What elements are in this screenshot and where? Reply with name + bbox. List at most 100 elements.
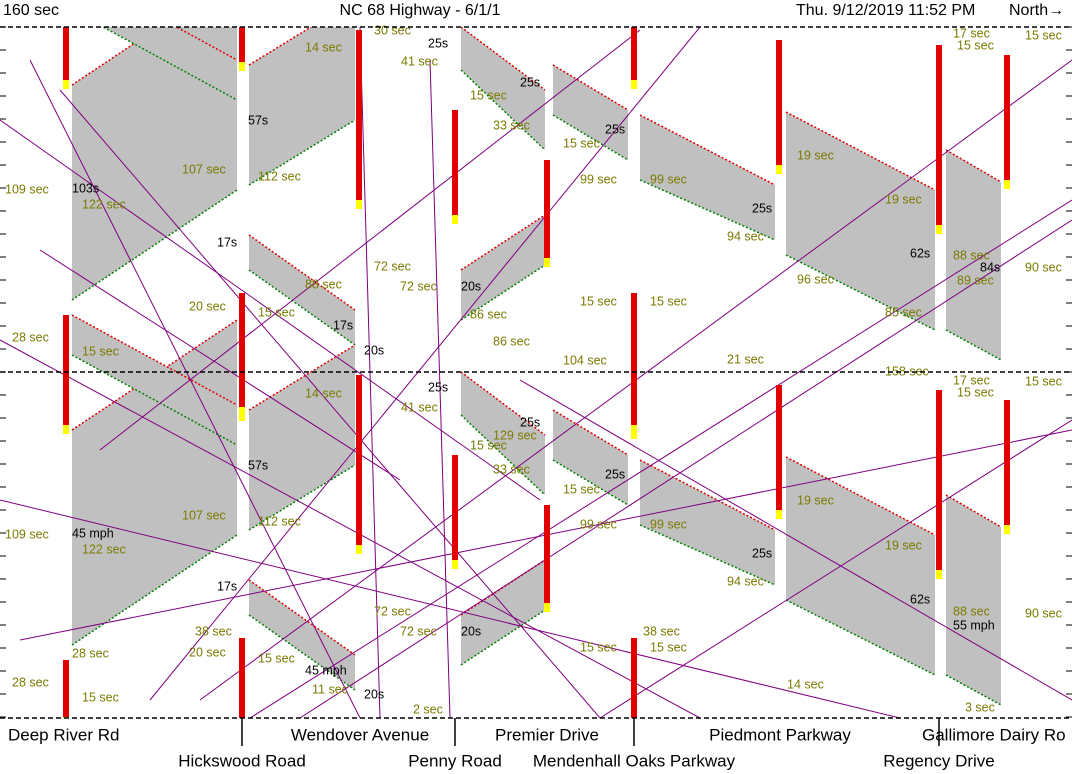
annotation: 17 sec [953,26,990,40]
band-edge [460,414,546,496]
annotation: 112 sec [258,514,301,528]
trajectories [0,27,1072,718]
band [786,457,935,675]
annotation: 72 sec [374,604,411,618]
band [72,315,237,445]
signal-red [544,160,550,258]
band-edge [71,319,238,431]
signal-red [356,375,362,545]
annotation: 86 sec [493,334,530,348]
annotation: 122 sec [82,197,126,211]
band-edge [552,409,629,456]
annotation: 20 sec [189,645,226,659]
signal-yellow [239,412,245,421]
annotation: 20s [461,279,481,293]
band-edge [71,354,238,446]
band [786,112,935,330]
signal-red [452,455,458,560]
annotation: 72 sec [400,279,437,293]
annotation: 62s [910,246,930,260]
annotation: 15 sec [650,294,687,308]
annotation: 30 sec [374,23,411,37]
band-edge [945,149,1002,183]
annotation: 11 sec [312,682,348,696]
signal-red [631,638,637,718]
annotation: 99 sec [650,172,687,186]
band-edge [248,27,313,66]
intersection-name: Hickswood Road [178,751,306,770]
annotation: 17s [333,318,353,332]
band-edge [460,264,546,321]
band-edge [71,534,238,646]
intersection-name: Piedmont Parkway [709,725,851,744]
intersection-name: Mendenhall Oaks Parkway [533,751,736,770]
annotation: 25s [605,467,625,481]
annotation: 14 sec [787,677,824,691]
band [461,560,545,665]
signal-yellow [544,258,550,267]
annotation: 25s [752,201,772,215]
intersection-name: Penny Road [408,751,502,770]
annotation: 14 sec [305,386,342,400]
signal-yellow [936,570,942,579]
band-edge [460,214,546,271]
annotation: 96 sec [797,272,834,286]
band-edge [248,119,356,186]
band-edge [248,464,356,531]
annotation: 17s [217,579,237,593]
signal-red [239,372,245,407]
annotation: 28 sec [12,675,49,689]
trajectory [0,339,701,718]
annotation: 99 sec [650,517,687,531]
signal-red [239,27,245,62]
annotation: 15 sec [580,640,617,654]
annotation: 28 sec [72,646,109,660]
band [553,65,628,160]
annotation: 20s [364,687,384,701]
annotation: 57s [248,113,268,127]
signal-red [452,110,458,215]
band [461,372,545,495]
annotation: 15 sec [957,38,994,52]
signal-yellow [1004,180,1010,189]
annotation: 45 mph [305,663,347,677]
band-edge [460,371,546,436]
annotation: 86 sec [470,307,507,321]
annotation: 19 sec [797,148,834,162]
annotation: 19 sec [885,192,922,206]
signal-red [1004,55,1010,180]
band [461,27,545,150]
trajectory [39,249,401,481]
annotation: 19 sec [797,493,834,507]
annotation: 89 sec [957,273,994,287]
annotation: 2 sec [413,702,443,716]
annotation: 38 sec [643,624,680,638]
band-edge [71,189,238,301]
signal-red [356,30,362,200]
signal-yellow [776,510,782,519]
signal-yellow [1004,525,1010,534]
signal-yellow [239,407,245,416]
annotation: 15 sec [1025,374,1062,388]
annotation: 25s [520,415,540,429]
annotation: 109 sec [5,182,49,196]
annotation: 90 sec [1025,260,1062,274]
annotation: 88 sec [953,248,990,262]
signal-red [63,315,69,372]
intersection-name: Gallimore Dairy Ro [922,725,1066,744]
band [553,410,628,505]
annotation: 72 sec [400,624,437,638]
signal-yellow [631,430,637,439]
intersection-name: Regency Drive [883,751,995,770]
band [72,27,237,300]
annotation: 94 sec [727,229,764,243]
band-edge [945,329,1002,361]
trajectory [599,419,1072,718]
trajectory [249,199,1072,718]
annotation: 15 sec [563,136,600,150]
signals [63,27,1010,718]
signal-yellow [544,603,550,612]
signal-yellow [356,200,362,209]
annotation: 104 sec [563,353,607,367]
band-edge [460,609,546,666]
